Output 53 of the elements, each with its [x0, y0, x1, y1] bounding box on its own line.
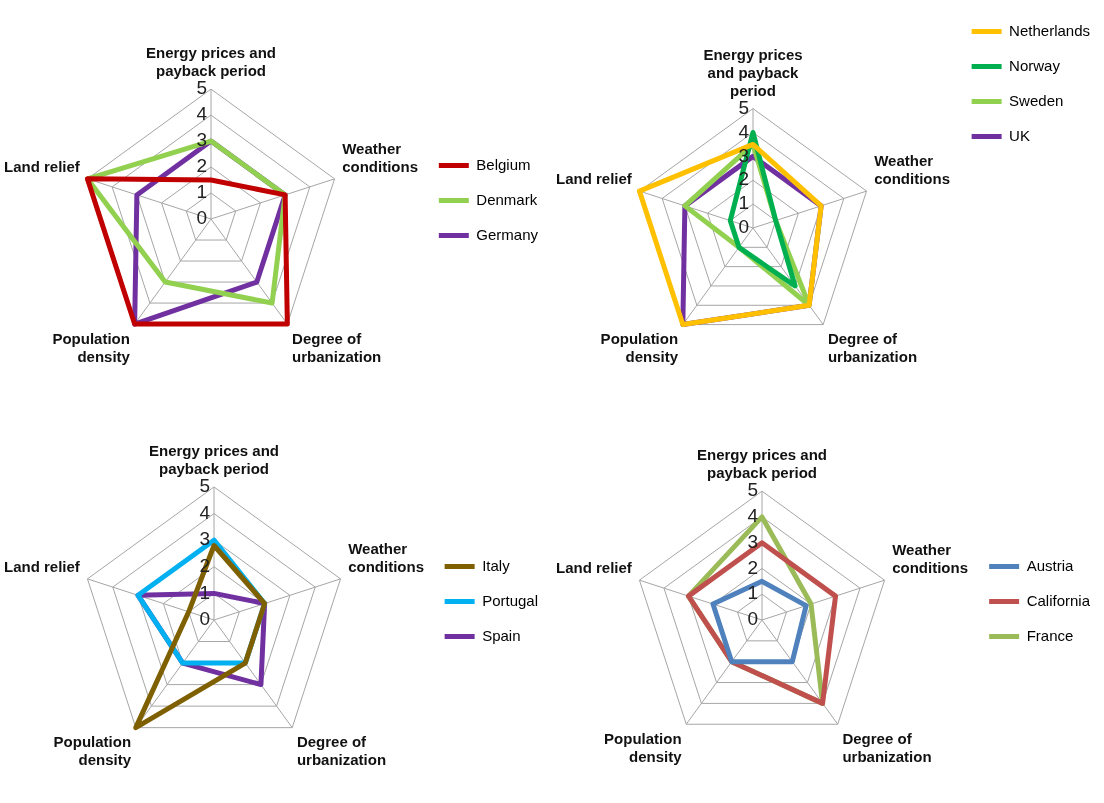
- y-tick-label: 3: [747, 530, 758, 552]
- legend-label: Germany: [476, 225, 539, 243]
- legend-label: Portugal: [482, 591, 539, 609]
- legend-label: Belgium: [476, 155, 531, 173]
- y-tick-label: 5: [196, 77, 207, 99]
- y-tick-label: 0: [747, 608, 758, 630]
- legend-label: France: [1026, 626, 1074, 644]
- spoke-label: Energy prices and payback period: [148, 442, 280, 478]
- spoke-label: Weather conditions: [874, 151, 950, 187]
- y-tick-label: 5: [747, 479, 758, 501]
- spoke-label: Energy prices and payback period: [145, 44, 277, 80]
- legend-label: Netherlands: [1009, 21, 1091, 39]
- legend-label: Denmark: [476, 190, 538, 208]
- spoke-label: Weather conditions: [348, 539, 424, 575]
- y-tick-label: 4: [196, 103, 208, 125]
- spoke-label: Population density: [604, 729, 683, 765]
- legend-label: Norway: [1009, 56, 1061, 74]
- spoke-label: Energy prices and payback period: [703, 45, 803, 99]
- legend-label: Sweden: [1009, 91, 1064, 109]
- spoke-label: Land relief: [555, 558, 633, 576]
- y-tick-label: 0: [738, 216, 749, 238]
- y-tick-label: 1: [747, 582, 758, 604]
- spoke-label: Land relief: [3, 557, 81, 575]
- spoke-label: Degree of urbanization: [296, 733, 387, 769]
- spoke-label: Population density: [52, 329, 131, 365]
- spoke-label: Land relief: [3, 157, 81, 175]
- spoke-label: Energy prices and payback period: [696, 446, 828, 482]
- y-tick-label: 2: [747, 556, 758, 578]
- spoke-label: Population density: [53, 733, 132, 769]
- y-tick-label: 4: [747, 505, 759, 527]
- y-tick-label: 2: [196, 155, 207, 177]
- y-tick-label: 4: [199, 501, 211, 523]
- y-tick-label: 3: [738, 144, 749, 166]
- legend-label: UK: [1009, 126, 1030, 144]
- y-tick-label: 5: [199, 475, 210, 497]
- y-tick-label: 1: [738, 192, 749, 214]
- y-tick-label: 0: [196, 207, 207, 229]
- spoke-label: Weather conditions: [892, 540, 968, 576]
- legend-label: Spain: [482, 626, 521, 644]
- spoke-label: Population density: [600, 330, 679, 366]
- spoke-label: Degree of urbanization: [842, 729, 932, 765]
- y-tick-label: 1: [199, 581, 210, 603]
- legend-label: Austria: [1026, 556, 1074, 574]
- y-tick-label: 0: [199, 608, 210, 630]
- y-tick-label: 4: [738, 120, 750, 142]
- spoke-label: Land relief: [555, 169, 633, 187]
- spoke-label: Weather conditions: [342, 139, 418, 175]
- y-tick-label: 5: [738, 96, 749, 118]
- spoke-label: Degree of urbanization: [292, 329, 382, 365]
- spoke-label: Degree of urbanization: [827, 330, 918, 366]
- y-tick-label: 1: [196, 181, 207, 203]
- legend-label: Italy: [482, 556, 511, 574]
- legend-label: California: [1026, 591, 1091, 609]
